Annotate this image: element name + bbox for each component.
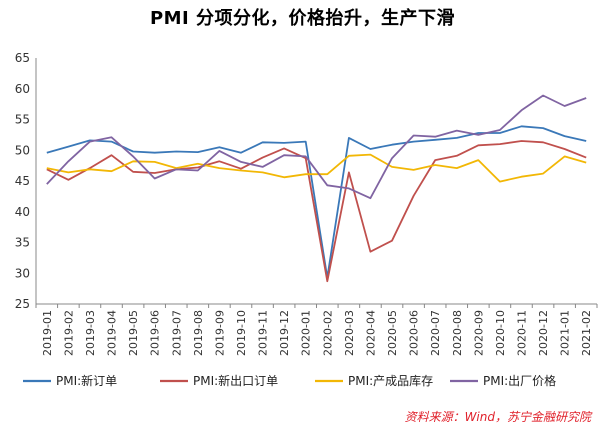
x-tick-label: 2019-11 [257, 310, 270, 356]
axes [35, 58, 598, 308]
x-tick-label: 2019-06 [149, 310, 162, 356]
y-tick-label: 65 [15, 51, 30, 65]
series-line-3 [46, 153, 587, 183]
x-tick-label: 2021-02 [580, 310, 593, 356]
legend-label: PMI:出厂价格 [483, 373, 556, 388]
x-axis-tick-labels: 2019-01 2019-02 2019-03 2019-04 2019-05 2019-… [41, 310, 593, 356]
legend-label: PMI:新出口订单 [193, 373, 278, 388]
x-tick-label: 2019-08 [192, 310, 205, 356]
series-line-1 [46, 125, 587, 279]
y-axis-tick-labels: 25 30 35 40 45 50 55 60 65 [15, 51, 30, 311]
x-tick-label: 2020-04 [364, 310, 377, 356]
series-lines [46, 94, 587, 283]
x-tick-label: 2021-01 [559, 310, 572, 356]
x-tick-label: 2019-01 [41, 310, 54, 356]
x-tick-label: 2020-11 [515, 310, 528, 356]
x-tick-label: 2020-10 [494, 310, 507, 356]
legend-label: PMI:产成品库存 [348, 373, 433, 388]
x-tick-label: 2019-09 [213, 310, 226, 356]
x-tick-label: 2019-03 [84, 310, 97, 356]
x-tick-label: 2020-12 [537, 310, 550, 356]
x-tick-label: 2020-01 [300, 310, 313, 356]
series-line-2 [46, 140, 587, 283]
x-tick-label: 2019-04 [106, 310, 119, 356]
x-tick-label: 2020-09 [472, 310, 485, 356]
x-tick-label: 2019-07 [170, 310, 183, 356]
x-tick-label: 2019-10 [235, 310, 248, 356]
x-tick-label: 2020-07 [429, 310, 442, 356]
x-tick-label: 2020-02 [321, 310, 334, 356]
y-tick-label: 55 [15, 113, 30, 127]
x-tick-label: 2020-08 [451, 310, 464, 356]
x-tick-label: 2020-05 [386, 310, 399, 356]
x-tick-label: 2020-03 [343, 310, 356, 356]
x-tick-label: 2020-06 [408, 310, 421, 356]
legend: PMI:新订单 PMI:新出口订单 PMI:产成品库存 PMI:出厂价格 [23, 373, 556, 388]
y-tick-label: 25 [15, 297, 30, 311]
y-tick-label: 60 [15, 82, 30, 96]
series-line-4 [46, 94, 587, 200]
y-tick-label: 40 [15, 205, 30, 219]
y-tick-label: 45 [15, 174, 30, 188]
legend-label: PMI:新订单 [56, 373, 117, 388]
chart-title: PMI 分项分化，价格抬升，生产下滑 [149, 8, 456, 29]
y-tick-label: 50 [15, 143, 30, 157]
source-note: 资料来源：Wind，苏宁金融研究院 [404, 410, 591, 424]
x-tick-label: 2019-12 [278, 310, 291, 356]
x-tick-label: 2019-05 [127, 310, 140, 356]
y-tick-label: 35 [15, 236, 30, 250]
y-tick-label: 30 [15, 266, 30, 280]
x-tick-label: 2019-02 [62, 310, 75, 356]
